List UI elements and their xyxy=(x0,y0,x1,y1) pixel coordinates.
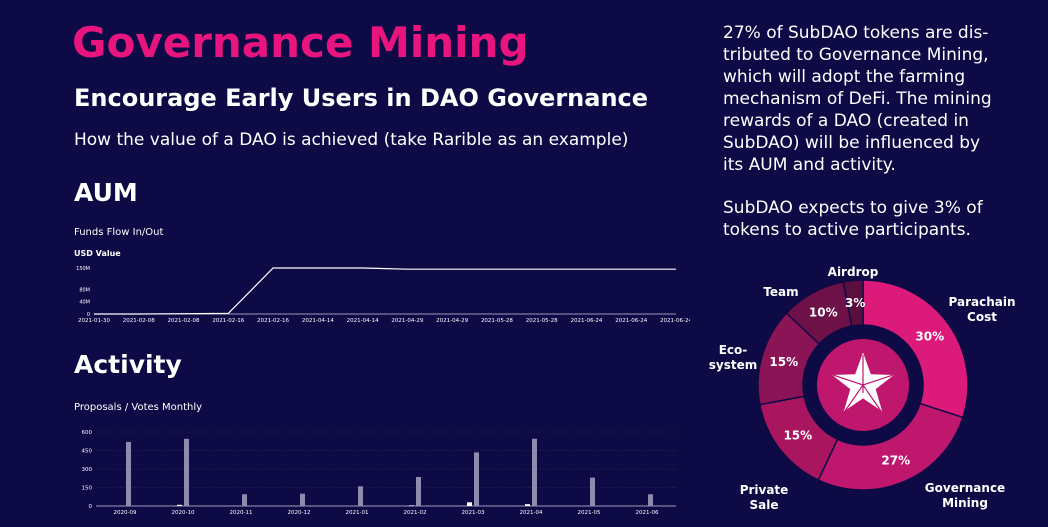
aum-x-tick: 2021-02-08 xyxy=(168,318,200,324)
aum-x-tick: 2021-04-14 xyxy=(302,318,334,324)
donut-slice-value: 15% xyxy=(783,429,812,443)
donut-slice xyxy=(817,402,964,491)
description-paragraph-1-line: which will adopt the farming xyxy=(723,67,966,87)
activity-x-tick: 2021-04 xyxy=(520,510,543,516)
aum-x-tick: 2021-04-29 xyxy=(391,318,423,324)
description-paragraph-1-line: mechanism of DeFi. The mining xyxy=(723,89,992,109)
activity-bar-proposals xyxy=(525,504,530,506)
activity-bar-votes xyxy=(532,438,537,506)
activity-bar-votes xyxy=(126,441,131,506)
aum-y-tick: 0 xyxy=(87,312,90,318)
donut-slice-value: 30% xyxy=(915,330,944,344)
activity-x-tick: 2020-10 xyxy=(172,510,195,516)
activity-bar-votes xyxy=(184,438,189,506)
donut-slice-label: Cost xyxy=(967,310,997,324)
page-caption: How the value of a DAO is achieved (take… xyxy=(74,130,629,150)
activity-bar-proposals xyxy=(467,502,472,506)
activity-x-tick: 2021-06 xyxy=(636,510,659,516)
activity-bar-votes xyxy=(416,477,421,506)
aum-chart-label: Funds Flow In/Out xyxy=(74,227,164,238)
aum-x-tick: 2021-06-24 xyxy=(570,318,602,324)
description-paragraph-1: 27% of SubDAO tokens are dis-tributed to… xyxy=(723,22,1023,176)
aum-y-tick: 40M xyxy=(79,300,90,306)
aum-x-tick: 2021-05-28 xyxy=(526,318,558,324)
donut-slice-label: Eco- xyxy=(719,343,748,357)
aum-x-tick: 2021-04-14 xyxy=(347,318,379,324)
activity-bar-proposals xyxy=(409,505,414,506)
description-paragraph-1-line: tributed to Governance Mining, xyxy=(723,45,989,65)
activity-chart-label: Proposals / Votes Monthly xyxy=(74,402,203,413)
donut-slice-label: Sale xyxy=(750,498,779,512)
activity-x-tick: 2020-11 xyxy=(230,510,253,516)
aum-x-tick: 2021-05-28 xyxy=(481,318,513,324)
donut-slice-value: 27% xyxy=(881,454,910,468)
description-paragraph-1-line: 27% of SubDAO tokens are dis- xyxy=(723,23,989,43)
description-paragraph-1-line: its AUM and activity. xyxy=(723,155,896,175)
description-paragraph-1-line: SubDAO) will be influenced by xyxy=(723,133,981,153)
donut-slice-label: Airdrop xyxy=(828,265,879,279)
aum-x-tick: 2021-04-29 xyxy=(436,318,468,324)
activity-x-tick: 2021-05 xyxy=(578,510,601,516)
aum-x-tick: 2021-02-16 xyxy=(257,318,289,324)
activity-heading: Activity xyxy=(74,350,182,379)
description-paragraph-2-line: SubDAO expects to give 3% of xyxy=(723,198,983,218)
donut-slice xyxy=(842,279,864,327)
description-paragraph-2-line: tokens to active participants. xyxy=(723,220,971,240)
aum-x-tick: 2021-06-24 xyxy=(615,318,647,324)
activity-bar-votes xyxy=(358,486,363,506)
donut-slice-value: 15% xyxy=(769,355,798,369)
activity-x-tick: 2020-09 xyxy=(114,510,137,516)
activity-x-tick: 2021-03 xyxy=(462,510,485,516)
aum-heading: AUM xyxy=(74,178,138,207)
donut-slice-label: Team xyxy=(763,285,798,299)
activity-y-tick: 300 xyxy=(82,467,93,473)
activity-bar-votes xyxy=(590,477,595,506)
activity-bar-votes xyxy=(300,493,305,506)
donut-slice xyxy=(862,279,969,419)
activity-y-tick: 450 xyxy=(82,449,93,455)
activity-bar-chart: 600 450 300 150 0 2020-09 2020-10 2020-11 2020-1… xyxy=(82,430,676,516)
donut-slice-value: 10% xyxy=(809,306,838,320)
donut-slice-label: Governance xyxy=(925,481,1005,495)
aum-x-tick: 2021-06-24 xyxy=(660,318,690,324)
activity-bar-votes xyxy=(648,494,653,506)
aum-x-tick: 2021-02-16 xyxy=(212,318,244,324)
donut-slice-label: system xyxy=(709,358,758,372)
aum-x-tick: 2021-01-30 xyxy=(78,318,110,324)
aum-axis-label: USD Value xyxy=(74,249,121,258)
donut-slice-label: Private xyxy=(740,483,789,497)
aum-x-tick: 2021-02-08 xyxy=(123,318,155,324)
aum-series-line xyxy=(94,267,676,315)
activity-bar-votes xyxy=(474,452,479,506)
activity-x-tick: 2021-01 xyxy=(346,510,369,516)
aum-y-tick: 80M xyxy=(79,287,90,293)
activity-y-tick: 600 xyxy=(82,430,93,436)
page-subtitle: Encourage Early Users in DAO Governance xyxy=(74,84,649,112)
aum-y-tick: 150M xyxy=(76,266,90,272)
description-paragraph-2: SubDAO expects to give 3% of tokens to ac… xyxy=(723,197,1023,241)
donut-slice-value: 3% xyxy=(845,296,865,310)
page-title: Governance Mining xyxy=(72,18,529,67)
activity-x-tick: 2020-12 xyxy=(288,510,311,516)
activity-bar-proposals xyxy=(177,504,182,506)
donut-slice-label: Mining xyxy=(942,496,988,510)
activity-x-tick: 2021-02 xyxy=(404,510,427,516)
description-paragraph-1-line: rewards of a DAO (created in xyxy=(723,111,969,131)
activity-y-tick: 150 xyxy=(82,486,93,492)
donut-slice-label: Parachain xyxy=(949,295,1016,309)
star-logo-veins xyxy=(832,355,894,412)
activity-y-tick: 0 xyxy=(89,504,93,510)
activity-bar-votes xyxy=(242,494,247,506)
